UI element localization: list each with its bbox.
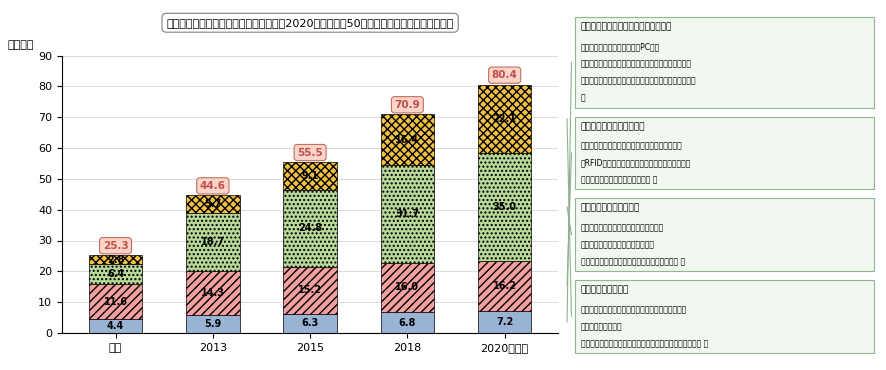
Bar bbox=[284, 162, 337, 190]
Text: 6.3: 6.3 bbox=[301, 318, 319, 328]
Text: 6.8: 6.8 bbox=[399, 317, 416, 327]
Text: 31.7: 31.7 bbox=[395, 209, 419, 219]
Text: 11.6: 11.6 bbox=[104, 296, 128, 307]
Text: 35.0: 35.0 bbox=[493, 202, 517, 212]
Text: 5.9: 5.9 bbox=[204, 319, 222, 329]
Bar bbox=[284, 314, 337, 333]
Text: 5.7: 5.7 bbox=[204, 199, 222, 209]
Text: 18.7: 18.7 bbox=[201, 237, 225, 247]
Text: 24.8: 24.8 bbox=[298, 223, 323, 233]
Text: 70.9: 70.9 bbox=[394, 100, 420, 110]
Text: 22.1: 22.1 bbox=[493, 114, 517, 124]
Text: ワイヤレス新サービス・関連分野波及: ワイヤレス新サービス・関連分野波及 bbox=[580, 23, 672, 31]
Text: 2.8: 2.8 bbox=[107, 255, 124, 265]
Bar bbox=[284, 190, 337, 267]
Text: ・レコーダー市場　　・ノーPC市場: ・レコーダー市場 ・ノーPC市場 bbox=[580, 42, 660, 51]
Text: 6.4: 6.4 bbox=[107, 269, 124, 279]
Text: ワイヤレスインフラ: ワイヤレスインフラ bbox=[580, 285, 629, 295]
Bar bbox=[284, 267, 337, 314]
Bar bbox=[186, 315, 239, 333]
Text: ・携帯用ゲーム機市場　・カーナビシステム市場: ・携帯用ゲーム機市場 ・カーナビシステム市場 bbox=[580, 141, 682, 151]
Text: 16.2: 16.2 bbox=[493, 281, 517, 291]
Text: ・ラジオ受信機市場: ・ラジオ受信機市場 bbox=[580, 322, 622, 331]
Text: 4.4: 4.4 bbox=[107, 321, 124, 331]
Bar bbox=[186, 213, 239, 271]
Bar bbox=[381, 165, 434, 263]
Text: ・携帯電話市場（ハードウェア）・薄型テレビ市場: ・携帯電話市場（ハードウェア）・薄型テレビ市場 bbox=[580, 305, 688, 314]
Bar bbox=[478, 311, 532, 333]
Text: 25.3: 25.3 bbox=[103, 240, 128, 251]
Bar bbox=[381, 114, 434, 165]
Bar bbox=[89, 264, 143, 284]
FancyBboxPatch shape bbox=[574, 198, 874, 271]
Bar bbox=[89, 319, 143, 333]
Text: 7.2: 7.2 bbox=[496, 317, 513, 327]
Bar bbox=[381, 263, 434, 312]
Bar bbox=[478, 85, 532, 153]
Bar bbox=[89, 255, 143, 264]
Text: ・広告用ディスプレイ市場・ホームセキュリティ市場: ・広告用ディスプレイ市場・ホームセキュリティ市場 bbox=[580, 59, 692, 68]
Bar bbox=[478, 261, 532, 311]
Text: ・RFID市場　　　　　・携帯電話向けゲーム市場: ・RFID市場 ・携帯電話向けゲーム市場 bbox=[580, 158, 691, 168]
Bar bbox=[89, 284, 143, 319]
FancyBboxPatch shape bbox=[574, 117, 874, 189]
Text: ワイヤレス基本サービス: ワイヤレス基本サービス bbox=[580, 204, 640, 213]
Text: 14.3: 14.3 bbox=[201, 288, 225, 298]
Text: ・移動系通信事業の設備投資　・地上波放送の設備投資額 等: ・移動系通信事業の設備投資 ・地上波放送の設備投資額 等 bbox=[580, 339, 708, 348]
Text: 55.5: 55.5 bbox=[297, 148, 323, 158]
Text: 15.2: 15.2 bbox=[298, 285, 323, 295]
Text: アプリケーションサービス: アプリケーションサービス bbox=[580, 122, 645, 131]
Bar bbox=[381, 312, 434, 333]
Text: （兆円）: （兆円） bbox=[7, 40, 34, 50]
FancyBboxPatch shape bbox=[574, 280, 874, 353]
Bar bbox=[186, 195, 239, 213]
Text: 9.1: 9.1 bbox=[301, 171, 319, 181]
Text: 80.4: 80.4 bbox=[492, 70, 517, 80]
Text: ・ワイヤレス・ブロードバンド市場: ・ワイヤレス・ブロードバンド市場 bbox=[580, 240, 655, 249]
Text: 44.6: 44.6 bbox=[200, 181, 226, 191]
Text: 16.4: 16.4 bbox=[395, 135, 419, 145]
FancyBboxPatch shape bbox=[574, 17, 874, 108]
Bar bbox=[186, 271, 239, 315]
Text: ・携帯電話市場（通話・データ伝送料）: ・携帯電話市場（通話・データ伝送料） bbox=[580, 223, 664, 232]
Text: 新たな電波利用システムの実現により、2020年に新たに50兆円規模の電波関連市場を創出: 新たな電波利用システムの実現により、2020年に新たに50兆円規模の電波関連市場… bbox=[167, 18, 454, 28]
Text: ・カプセル内視鏡による検診・パートナーロボット市場: ・カプセル内視鏡による検診・パートナーロボット市場 bbox=[580, 76, 696, 85]
Text: 等: 等 bbox=[580, 93, 586, 102]
Text: ・音声・音楽の携帯電話配信市場 等: ・音声・音楽の携帯電話配信市場 等 bbox=[580, 176, 657, 185]
Text: 16.0: 16.0 bbox=[395, 282, 419, 292]
Text: ・テレビ放送事業市場　・ラジオ放送事業市場 等: ・テレビ放送事業市場 ・ラジオ放送事業市場 等 bbox=[580, 257, 685, 266]
Bar bbox=[478, 153, 532, 261]
